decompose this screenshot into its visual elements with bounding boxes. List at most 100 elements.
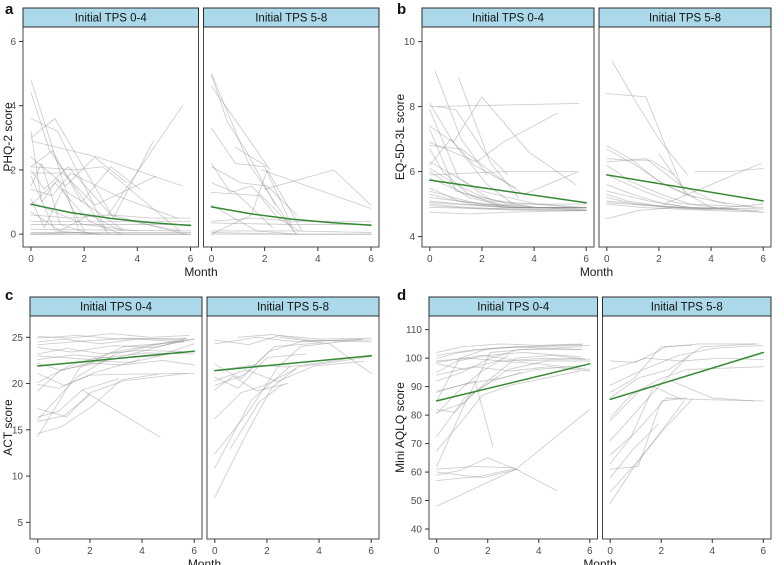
- patient-line: [429, 138, 517, 189]
- trend-line: [429, 179, 587, 204]
- patient-line: [436, 357, 586, 362]
- patient-line: [214, 342, 323, 386]
- patient-line: [37, 347, 187, 355]
- patient-line: [606, 93, 686, 195]
- facet-strip-label: Initial TPS 0-4: [472, 13, 545, 25]
- trend-line: [609, 351, 765, 401]
- patient-line: [436, 468, 514, 482]
- x-tick-label: 4: [709, 546, 715, 557]
- patient-line: [606, 197, 759, 212]
- patient-line: [214, 353, 307, 389]
- patient-line: [37, 337, 187, 421]
- patient-line: [30, 156, 128, 187]
- trend-line: [30, 203, 192, 227]
- patient-line: [609, 386, 683, 464]
- patient-line: [211, 163, 298, 235]
- facet-strip: [29, 296, 203, 317]
- y-axis-label: PHQ-2 score: [1, 102, 15, 172]
- x-tick-label: 2: [479, 254, 485, 265]
- facet-strip-label: Initial TPS 0-4: [75, 13, 148, 25]
- x-tick-label: 0: [35, 546, 41, 557]
- patient-line: [37, 372, 187, 418]
- patient-line: [436, 354, 509, 415]
- patient-line: [606, 174, 717, 208]
- patient-line: [429, 109, 577, 208]
- patient-line: [214, 338, 364, 455]
- patient-line: [211, 222, 372, 225]
- x-tick-label: 6: [587, 546, 593, 557]
- x-tick-label: 2: [264, 546, 270, 557]
- patient-line: [436, 364, 586, 392]
- patient-line: [234, 146, 268, 168]
- patient-line: [436, 346, 581, 356]
- patient-line: [611, 60, 689, 176]
- patient-line: [237, 334, 372, 343]
- x-tick-label: 0: [28, 254, 34, 265]
- y-tick-label: 40: [411, 525, 423, 536]
- panel-a-svg: Initial TPS 0-4 0 2 4 6 Initial TPS 5-8 0 2 4 6 0 2…: [1, 7, 380, 279]
- facet-strip: [203, 7, 380, 28]
- patient-line: [30, 118, 109, 235]
- patient-line: [694, 167, 764, 173]
- patient-line: [429, 128, 535, 208]
- facet-strip-label: Initial TPS 0-4: [80, 302, 153, 314]
- patient-line: [458, 76, 519, 199]
- facet-strip-label: Initial TPS 5-8: [649, 13, 721, 25]
- patient-line: [211, 232, 372, 235]
- panel-border: [602, 315, 772, 540]
- y-axis-label: Mini AQLQ score: [393, 382, 407, 473]
- patient-line: [30, 172, 178, 219]
- patient-line: [436, 468, 519, 479]
- patient-line: [37, 337, 190, 346]
- patient-line: [606, 193, 686, 208]
- patient-line: [214, 334, 372, 346]
- patient-line: [30, 79, 80, 232]
- patient-line: [429, 145, 579, 195]
- panel-c-svg: Initial TPS 0-4 0 2 4 6 Initial TPS 5-8 0 2 4 6 5 1…: [1, 296, 380, 565]
- patient-line: [429, 167, 587, 205]
- patient-line: [214, 356, 372, 498]
- y-axis-label: ACT score: [1, 399, 15, 456]
- y-tick-label: 4: [10, 101, 16, 112]
- patient-line: [606, 203, 764, 213]
- x-tick-label: 2: [658, 546, 664, 557]
- patient-line: [429, 177, 579, 208]
- patient-line: [436, 360, 591, 413]
- y-tick-label: 2: [10, 165, 16, 176]
- patient-line: [609, 354, 690, 442]
- patient-line: [37, 372, 195, 386]
- trend-line: [435, 363, 591, 402]
- x-tick-label: 4: [315, 254, 321, 265]
- patient-line: [211, 191, 300, 232]
- patient-line: [30, 140, 183, 187]
- patient-line: [230, 384, 284, 449]
- patient-line: [436, 370, 581, 452]
- x-tick-label: 6: [760, 254, 766, 265]
- patient-line: [30, 150, 141, 203]
- patient-line: [436, 366, 591, 376]
- patient-line: [37, 338, 195, 353]
- patient-line: [211, 127, 292, 225]
- patient-line: [37, 341, 185, 437]
- patient-line: [429, 102, 579, 108]
- x-axis-label: Month: [583, 557, 616, 565]
- patient-line: [609, 343, 757, 399]
- patient-line: [214, 354, 372, 372]
- facet-lines-group: [30, 79, 192, 235]
- patient-line: [214, 368, 297, 420]
- patient-line: [436, 354, 583, 363]
- patient-line: [30, 232, 191, 235]
- patient-line: [437, 106, 509, 176]
- patient-line: [30, 92, 106, 232]
- patient-line: [279, 336, 372, 374]
- patient-line: [606, 158, 756, 208]
- x-axis-label: Month: [184, 265, 217, 279]
- patient-line: [211, 230, 372, 233]
- patient-line: [30, 118, 181, 232]
- x-tick-label: 0: [607, 546, 613, 557]
- patient-line: [609, 343, 759, 363]
- patient-line: [211, 74, 276, 206]
- patient-line: [211, 182, 274, 229]
- patient-line: [264, 169, 372, 206]
- patient-line: [30, 201, 138, 232]
